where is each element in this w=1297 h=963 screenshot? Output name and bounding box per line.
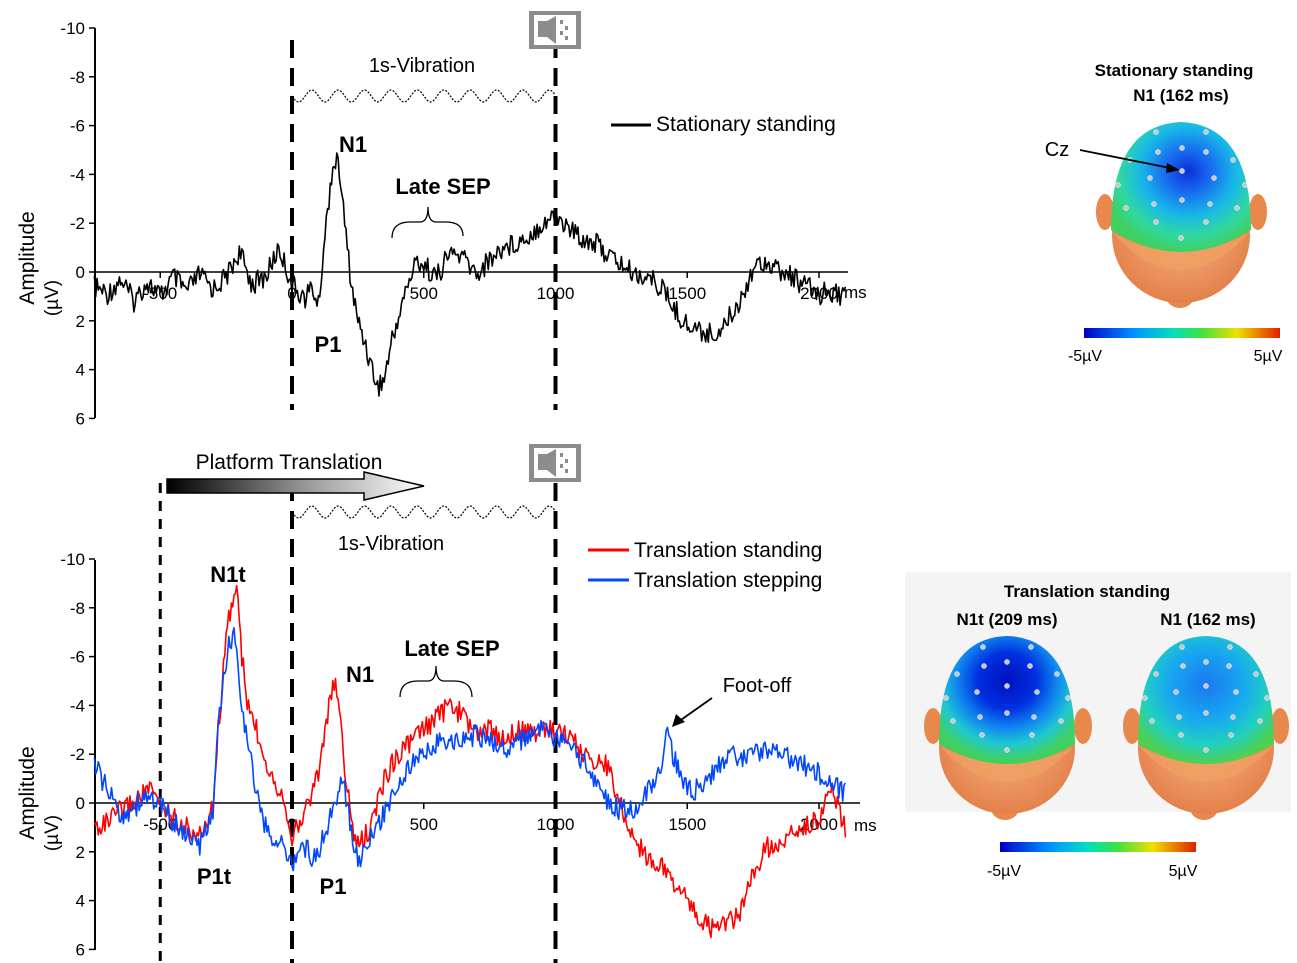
foot-off-arrow bbox=[677, 697, 713, 723]
legend-label-translation-stepping: Translation stepping bbox=[634, 569, 822, 592]
late-sep-brace bbox=[399, 665, 473, 698]
y-axis-label: Amplitude bbox=[16, 746, 39, 839]
x-tick-label: 1500 bbox=[668, 815, 706, 834]
speaker-icon bbox=[529, 11, 581, 49]
peak-label-p1: P1 bbox=[315, 332, 342, 357]
y-ticks: -10 -8 -6 -4 -2 0 2 4 6 bbox=[60, 19, 95, 428]
colorbar bbox=[1084, 328, 1280, 338]
y-tick-label: 4 bbox=[76, 892, 85, 911]
y-tick-label: 2 bbox=[76, 312, 85, 331]
late-sep-brace bbox=[391, 206, 464, 239]
electrode-arrowhead bbox=[1166, 163, 1180, 173]
event-lines bbox=[158, 483, 558, 963]
colorbar-max: 5µV bbox=[1254, 348, 1283, 365]
series-line bbox=[93, 584, 847, 939]
y-tick-label: -10 bbox=[60, 550, 85, 569]
y-axis-unit: (µV) bbox=[42, 280, 63, 316]
x-tick-label: 500 bbox=[410, 815, 438, 834]
legend-label-stationary: Stationary standing bbox=[656, 113, 836, 136]
colorbar-min: -5µV bbox=[987, 863, 1021, 880]
legend-label-translation-standing: Translation standing bbox=[634, 539, 822, 562]
y-tick-label: -10 bbox=[60, 19, 85, 38]
topomap-title: Stationary standing bbox=[1095, 61, 1254, 80]
y-tick-label: 0 bbox=[76, 794, 85, 813]
head-model bbox=[1096, 122, 1267, 308]
vibration-label: 1s-Vibration bbox=[338, 533, 444, 555]
y-tick-label: 6 bbox=[76, 940, 85, 959]
electrode-arrow bbox=[1079, 149, 1171, 169]
head-model-n1 bbox=[1123, 636, 1289, 820]
event-lines bbox=[290, 40, 558, 410]
electrode-label: Cz bbox=[1045, 139, 1069, 161]
late-sep-label: Late SEP bbox=[395, 174, 490, 199]
vibration-wave bbox=[291, 89, 556, 103]
x-tick-label: 1500 bbox=[668, 284, 706, 303]
y-tick-label: 4 bbox=[76, 361, 85, 380]
topomap-stationary: Stationary standing N1 (162 ms) Cz -5µV … bbox=[1045, 61, 1283, 365]
foot-off-label: Foot-off bbox=[723, 675, 792, 697]
head-model-n1t bbox=[924, 636, 1092, 820]
series-group bbox=[93, 584, 847, 939]
vibration-wave bbox=[291, 505, 556, 519]
topomap-title: Translation standing bbox=[1004, 582, 1170, 601]
series-line bbox=[93, 627, 847, 872]
y-tick-label: -4 bbox=[70, 165, 85, 184]
series-group bbox=[93, 152, 847, 397]
platform-translation-label: Platform Translation bbox=[196, 451, 383, 474]
y-ticks: -10 -8 -6 -4 -2 0 2 4 6 bbox=[60, 550, 95, 959]
topomap-subtitle: N1 (162 ms) bbox=[1133, 86, 1228, 105]
x-unit-label: ms bbox=[854, 816, 877, 835]
peak-label-n1: N1 bbox=[339, 132, 367, 157]
topomap-translation: Translation standing N1t (209 ms) N1 (16… bbox=[905, 572, 1291, 880]
colorbar bbox=[1000, 842, 1196, 852]
y-tick-label: -6 bbox=[70, 117, 85, 136]
bottom-erp-panel: -10 -8 -6 -4 -2 0 2 4 6 -5000500100015002000 Pla… bbox=[16, 444, 877, 963]
y-tick-label: -6 bbox=[70, 648, 85, 667]
y-tick-label: 2 bbox=[76, 843, 85, 862]
x-ticks: -5000500100015002000 bbox=[143, 803, 838, 834]
speaker-icon bbox=[529, 444, 581, 482]
x-tick-label: 500 bbox=[410, 284, 438, 303]
y-tick-label: 6 bbox=[76, 409, 85, 428]
y-tick-label: -8 bbox=[70, 68, 85, 87]
y-axis-label: Amplitude bbox=[16, 211, 39, 304]
foot-off-arrowhead bbox=[672, 714, 685, 727]
series-line bbox=[93, 152, 847, 397]
y-axis-unit: (µV) bbox=[42, 815, 63, 851]
y-tick-label: -2 bbox=[70, 745, 85, 764]
y-tick-label: -8 bbox=[70, 599, 85, 618]
peak-label-p1t: P1t bbox=[197, 864, 232, 889]
peak-label-n1t: N1t bbox=[210, 562, 246, 587]
platform-translation-arrow bbox=[166, 471, 425, 501]
x-unit-label: ms bbox=[844, 283, 867, 302]
y-tick-label: -4 bbox=[70, 696, 85, 715]
vibration-label: 1s-Vibration bbox=[369, 55, 475, 77]
peak-label-n1: N1 bbox=[346, 662, 374, 687]
y-tick-label: 0 bbox=[76, 263, 85, 282]
late-sep-label: Late SEP bbox=[404, 636, 499, 661]
peak-label-p1: P1 bbox=[320, 874, 347, 899]
colorbar-max: 5µV bbox=[1169, 863, 1198, 880]
topomap-label-n1t: N1t (209 ms) bbox=[956, 610, 1057, 629]
topomap-label-n1: N1 (162 ms) bbox=[1160, 610, 1255, 629]
colorbar-min: -5µV bbox=[1068, 348, 1102, 365]
y-tick-label: -2 bbox=[70, 214, 85, 233]
